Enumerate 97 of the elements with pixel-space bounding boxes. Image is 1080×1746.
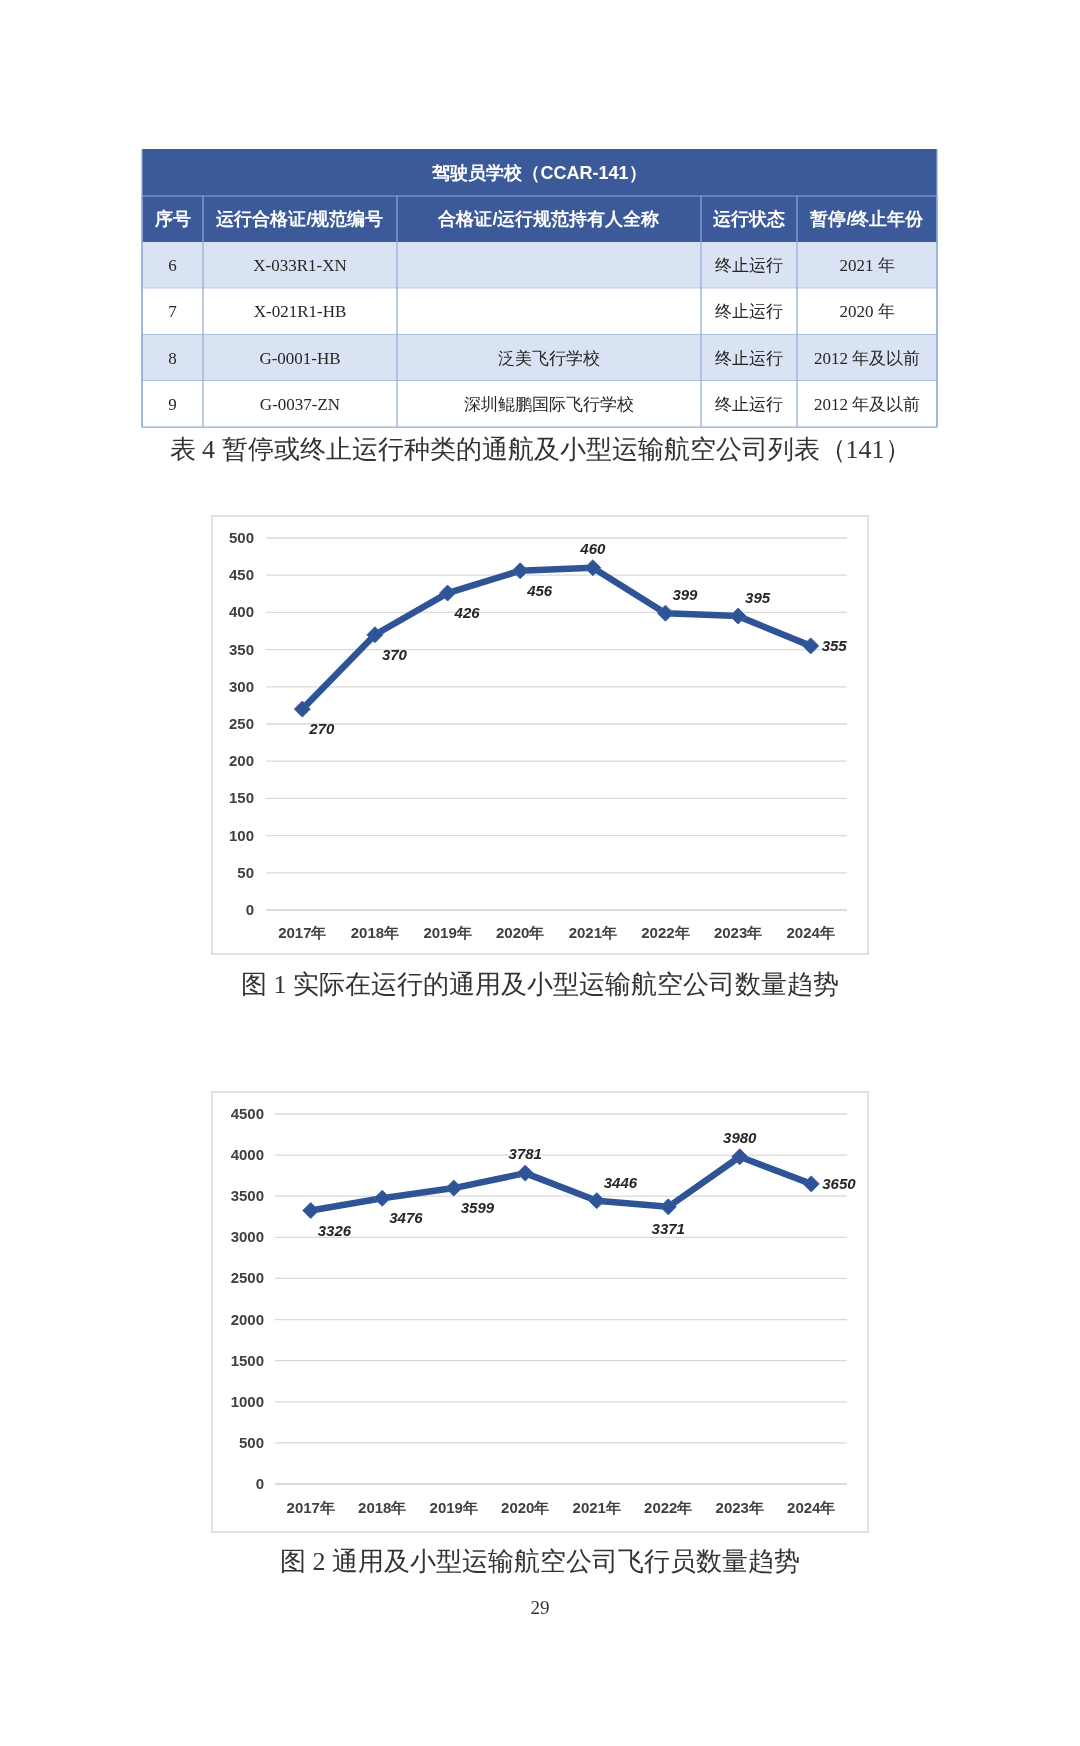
text: 终止运行 bbox=[715, 302, 783, 322]
point bbox=[302, 1202, 320, 1220]
y-tick-label: 500 bbox=[238, 1433, 264, 1451]
point bbox=[373, 1189, 391, 1207]
point bbox=[511, 562, 529, 580]
point bbox=[729, 607, 747, 625]
text: 终止运行 bbox=[715, 394, 783, 414]
y-axis-title: 序号 bbox=[153, 209, 191, 229]
data-label: 270 bbox=[308, 720, 335, 738]
caption: 图 1 实际在运行的通用及小型运输航空公司数量趋势 bbox=[241, 970, 839, 999]
y-tick-label: 500 bbox=[228, 529, 254, 546]
y-tick-label: 50 bbox=[237, 863, 254, 881]
point bbox=[802, 1175, 820, 1193]
y-tick-label: 3000 bbox=[230, 1228, 264, 1246]
x-tick-label: 2021年 bbox=[568, 924, 617, 941]
y-tick-label: 2000 bbox=[230, 1310, 264, 1328]
data-label: 3446 bbox=[603, 1173, 638, 1191]
y-tick-label: 1500 bbox=[230, 1351, 264, 1369]
data-label: 3476 bbox=[389, 1209, 424, 1227]
x-tick-label: 2022年 bbox=[644, 1499, 693, 1516]
text: 终止运行 bbox=[715, 348, 783, 368]
text: 2012 年及以前 bbox=[813, 348, 921, 368]
data-label: 355 bbox=[821, 636, 848, 654]
data-label: 370 bbox=[381, 645, 408, 663]
data-label: 456 bbox=[526, 581, 553, 599]
chart-title: 驾驶员学校（CCAR-141） bbox=[431, 163, 647, 183]
caption: 图 2 通用及小型运输航空公司飞行员数量趋势 bbox=[280, 1547, 800, 1576]
data-label: 3371 bbox=[651, 1219, 685, 1237]
y-tick-label: 0 bbox=[245, 901, 254, 918]
data-label: 395 bbox=[745, 589, 771, 607]
data-label: 460 bbox=[579, 539, 606, 557]
y-tick-label: 4500 bbox=[230, 1105, 264, 1122]
y-tick-label: 0 bbox=[255, 1475, 264, 1492]
point bbox=[659, 1198, 677, 1216]
x-tick-label: 2018年 bbox=[358, 1499, 407, 1516]
point bbox=[439, 584, 457, 602]
y-tick-label: 9 bbox=[168, 394, 177, 414]
text: 2020 年 bbox=[839, 302, 895, 322]
y-tick-label: 300 bbox=[228, 677, 254, 695]
point bbox=[588, 1192, 606, 1210]
x-tick-label: 2018年 bbox=[350, 924, 400, 941]
x-tick-label: 运行合格证/规范编号 bbox=[215, 209, 384, 229]
x-tick-label: 2022年 bbox=[641, 924, 690, 941]
x-tick-label: 2023年 bbox=[715, 1499, 764, 1516]
y-tick-label: 4000 bbox=[230, 1146, 264, 1164]
x-tick-label: 暂停/终止年份 bbox=[809, 209, 925, 229]
text: X-033R1-XN bbox=[253, 256, 347, 275]
x-tick-label: 2023年 bbox=[713, 924, 763, 941]
text: 29 bbox=[530, 1597, 550, 1618]
x-tick-label: 2024年 bbox=[786, 924, 835, 941]
text: G-0037-ZN bbox=[259, 394, 341, 414]
x-tick-label: 2024年 bbox=[787, 1499, 836, 1516]
y-tick-label: 400 bbox=[228, 603, 254, 621]
x-tick-label: 2020年 bbox=[501, 1499, 550, 1516]
x-tick-label: 2017年 bbox=[286, 1499, 335, 1516]
text: G-0001-HB bbox=[259, 348, 341, 368]
text: X-021R1-HB bbox=[253, 302, 347, 322]
point bbox=[445, 1179, 463, 1197]
text: 2021 年 bbox=[839, 256, 895, 275]
y-tick-label: 200 bbox=[228, 752, 254, 770]
text: 终止运行 bbox=[715, 256, 783, 275]
data-label: 3599 bbox=[460, 1199, 495, 1217]
data-label: 3980 bbox=[723, 1128, 758, 1146]
x-tick-label: 2019年 bbox=[423, 924, 472, 941]
y-tick-label: 150 bbox=[228, 789, 254, 807]
point bbox=[366, 626, 384, 644]
y-tick-label: 250 bbox=[228, 715, 254, 732]
y-tick-label: 7 bbox=[168, 302, 178, 322]
x-tick-label: 2021年 bbox=[572, 1499, 621, 1516]
text: 泛美飞行学校 bbox=[498, 348, 600, 368]
text: 2012 年及以前 bbox=[813, 394, 921, 414]
y-tick-label: 6 bbox=[168, 256, 177, 275]
y-tick-label: 100 bbox=[228, 826, 254, 844]
point bbox=[584, 559, 602, 577]
text: 表 4 暂停或终止运行种类的通航及小型运输航空公司列表（141） bbox=[169, 435, 911, 464]
point bbox=[656, 604, 674, 622]
y-tick-label: 350 bbox=[228, 640, 254, 658]
x-tick-label: 2020年 bbox=[496, 924, 545, 941]
point bbox=[293, 700, 311, 718]
x-tick-label: 合格证/运行规范持有人全称 bbox=[437, 209, 660, 229]
y-tick-label: 8 bbox=[168, 348, 177, 368]
point bbox=[731, 1148, 749, 1166]
text: 深圳鲲鹏国际飞行学校 bbox=[464, 394, 634, 414]
y-tick-label: 1000 bbox=[230, 1392, 264, 1410]
data-label: 3781 bbox=[508, 1145, 542, 1163]
data-label: 3326 bbox=[317, 1221, 352, 1239]
data-label: 3650 bbox=[822, 1174, 857, 1192]
data-label: 426 bbox=[453, 604, 481, 622]
point bbox=[516, 1164, 534, 1182]
data-label: 399 bbox=[672, 586, 699, 604]
point bbox=[802, 637, 820, 655]
y-tick-label: 2500 bbox=[230, 1269, 264, 1287]
x-tick-label: 运行状态 bbox=[712, 209, 785, 229]
y-tick-label: 450 bbox=[228, 566, 254, 584]
y-tick-label: 3500 bbox=[230, 1187, 264, 1205]
x-tick-label: 2017年 bbox=[278, 924, 327, 941]
x-tick-label: 2019年 bbox=[429, 1499, 478, 1516]
